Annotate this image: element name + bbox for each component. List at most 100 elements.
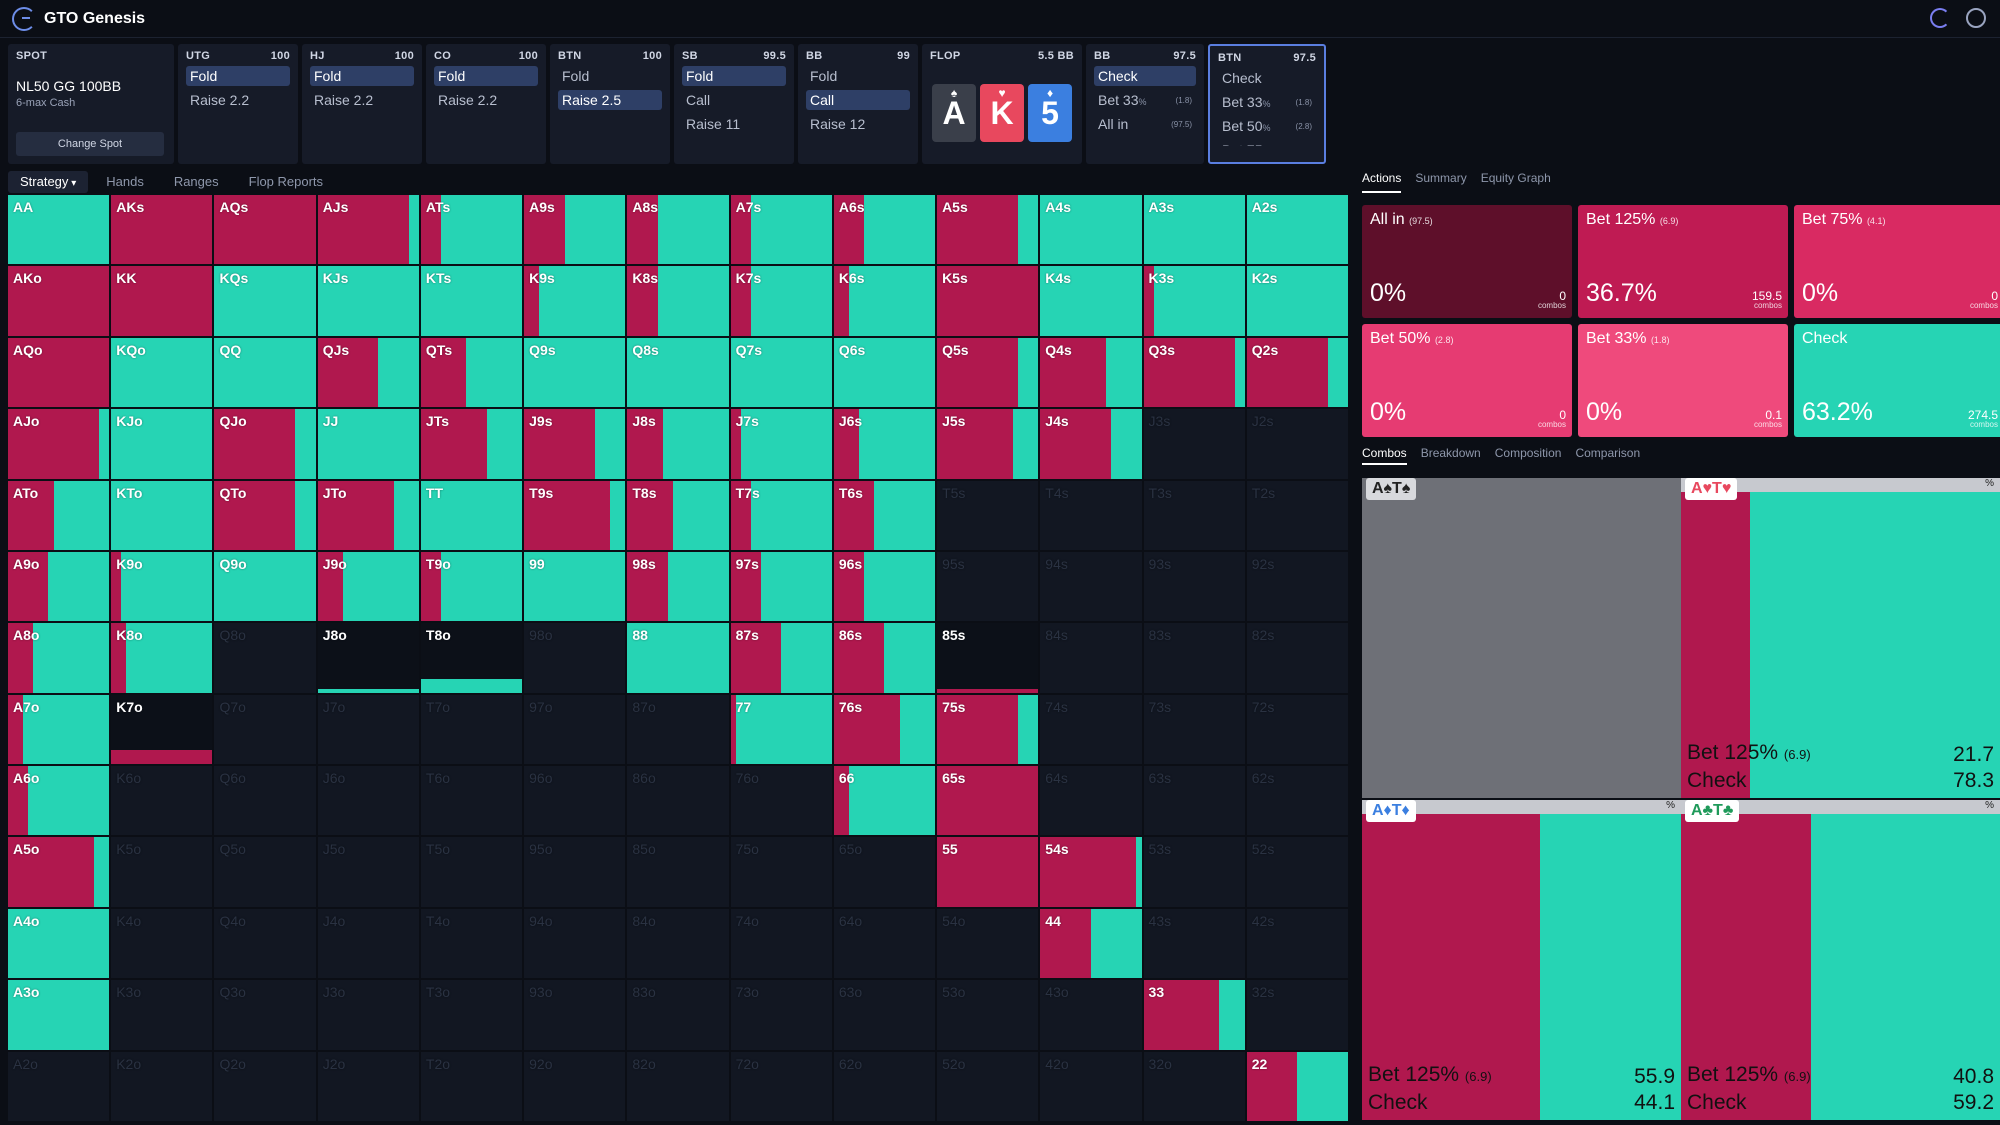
action-option[interactable]: Call — [806, 90, 910, 110]
hand-cell[interactable]: 66 — [833, 766, 936, 836]
hand-cell[interactable]: J7s — [730, 409, 832, 479]
hand-cell[interactable]: K7o — [111, 694, 213, 765]
hand-cell[interactable]: JJ — [317, 409, 419, 479]
bb-action-card[interactable]: BB 97.5 Check Bet 33% (1.8) All in (97.5) — [1086, 44, 1204, 164]
hand-cell[interactable]: A5s — [937, 195, 1039, 265]
hand-cell[interactable]: T6s — [833, 480, 936, 550]
hand-cell[interactable]: JTo — [317, 480, 419, 550]
hand-cell[interactable]: 62o — [833, 1051, 936, 1121]
tab-actions[interactable]: Actions — [1362, 171, 1402, 193]
hand-cell[interactable]: T8o — [420, 623, 523, 693]
action-option[interactable]: Raise 2.2 — [190, 92, 250, 108]
hand-cell[interactable]: JTs — [420, 409, 523, 479]
hand-cell[interactable]: 75s — [937, 694, 1039, 765]
hand-cell[interactable]: K7s — [730, 266, 832, 336]
hand-cell[interactable]: K9o — [111, 551, 213, 622]
hand-cell[interactable]: Q9s — [524, 337, 626, 408]
action-tile[interactable]: All in (97.5) 0% 0 combos — [1362, 205, 1572, 318]
hand-cell[interactable]: Q5s — [937, 337, 1039, 408]
hand-cell[interactable]: K6o — [111, 766, 213, 836]
hand-cell[interactable]: 72o — [730, 1051, 832, 1121]
hand-cell[interactable]: Q4o — [214, 908, 316, 979]
combo-box[interactable]: % Bet 125% (6.9) Check 21.7 78.3 A♥T♥ — [1681, 478, 2000, 798]
hand-cell[interactable]: K3o — [111, 980, 213, 1050]
hand-cell[interactable]: KTs — [420, 266, 523, 336]
position-card-sb[interactable]: SB 99.5 Fold Call Raise 11 — [674, 44, 794, 164]
action-option[interactable]: Fold — [186, 66, 290, 86]
hand-cell[interactable]: 64s — [1040, 766, 1142, 836]
hand-cell[interactable]: A6s — [833, 195, 936, 265]
hand-cell[interactable]: 98o — [524, 623, 626, 693]
hand-cell[interactable]: 87o — [627, 694, 729, 765]
hand-cell[interactable]: 54o — [937, 908, 1039, 979]
hand-cell[interactable]: Q2o — [214, 1051, 316, 1121]
action-option[interactable]: Call — [686, 92, 711, 108]
hand-cell[interactable]: J8s — [627, 409, 729, 479]
action-option[interactable]: Fold — [562, 68, 590, 84]
hand-cell[interactable]: TT — [420, 480, 523, 550]
hand-cell[interactable]: A4s — [1040, 195, 1142, 265]
hand-cell[interactable]: KQs — [214, 266, 316, 336]
hand-cell[interactable]: A8s — [627, 195, 729, 265]
hand-cell[interactable]: A9s — [524, 195, 626, 265]
hand-cell[interactable]: J4o — [317, 908, 419, 979]
hand-cell[interactable]: K9s — [524, 266, 626, 336]
hand-cell[interactable]: 92s — [1246, 551, 1348, 622]
hand-cell[interactable]: K5o — [111, 837, 213, 907]
hand-cell[interactable]: 86s — [833, 623, 936, 693]
hand-cell[interactable]: 55 — [937, 837, 1039, 907]
hand-cell[interactable]: J8o — [317, 623, 419, 693]
hand-cell[interactable]: 77 — [730, 694, 832, 765]
hand-cell[interactable]: A4o — [8, 908, 110, 979]
hand-cell[interactable]: 76s — [833, 694, 936, 765]
hand-cell[interactable]: K8s — [627, 266, 729, 336]
hand-cell[interactable]: J3o — [317, 980, 419, 1050]
hand-cell[interactable]: 83s — [1143, 623, 1245, 693]
hand-cell[interactable]: 65o — [833, 837, 936, 907]
hand-cell[interactable]: 74s — [1040, 694, 1142, 765]
action-tile[interactable]: Bet 75% (4.1) 0% 0 combos — [1794, 205, 2000, 318]
hand-cell[interactable]: 42s — [1246, 908, 1348, 979]
hand-cell[interactable]: 84o — [627, 908, 729, 979]
hand-cell[interactable]: QQ — [214, 337, 316, 408]
action-tile[interactable]: Bet 125% (6.9) 36.7% 159.5 combos — [1578, 205, 1788, 318]
hand-cell[interactable]: 32o — [1143, 1051, 1245, 1121]
hand-cell[interactable]: J5s — [937, 409, 1039, 479]
hand-cell[interactable]: Q9o — [214, 551, 316, 622]
hand-cell[interactable]: 85o — [627, 837, 729, 907]
hand-cell[interactable]: 82s — [1246, 623, 1348, 693]
hand-cell[interactable]: 76o — [730, 766, 832, 836]
change-spot-button[interactable]: Change Spot — [16, 132, 164, 156]
hand-cell[interactable]: KJs — [317, 266, 419, 336]
hand-cell[interactable]: 99 — [524, 551, 626, 622]
hand-cell[interactable]: KTo — [111, 480, 213, 550]
hand-cell[interactable]: K4s — [1040, 266, 1142, 336]
combo-box[interactable]: % Bet 125% (6.9) Check 40.8 59.2 A♣T♣ — [1681, 800, 2000, 1120]
action-option[interactable]: Raise 2.5 — [558, 90, 662, 110]
hand-cell[interactable]: 64o — [833, 908, 936, 979]
action-option[interactable]: Bet 75%(4.1) — [1218, 140, 1316, 146]
action-option[interactable]: Fold — [810, 68, 838, 84]
action-option[interactable]: Raise 2.2 — [314, 92, 374, 108]
hand-cell[interactable]: J2s — [1246, 409, 1348, 479]
hand-cell[interactable]: 86o — [627, 766, 729, 836]
hand-cell[interactable]: A7o — [8, 694, 110, 765]
hand-cell[interactable]: 94s — [1040, 551, 1142, 622]
action-tile[interactable]: Bet 33% (1.8) 0% 0.1 combos — [1578, 324, 1788, 437]
combo-box[interactable]: % Bet 125% (6.9) Check 55.9 44.1 A♦T♦ — [1362, 800, 1681, 1120]
hand-cell[interactable]: J4s — [1040, 409, 1142, 479]
action-option[interactable]: Bet 33% (1.8) — [1218, 92, 1316, 112]
hand-cell[interactable]: K8o — [111, 623, 213, 693]
tab-summary[interactable]: Summary — [1415, 171, 1467, 185]
action-option[interactable]: Check — [1218, 68, 1316, 88]
hand-cell[interactable]: 93s — [1143, 551, 1245, 622]
hand-cell[interactable]: Q4s — [1040, 337, 1142, 408]
hand-cell[interactable]: QTs — [420, 337, 523, 408]
hand-cell[interactable]: J9o — [317, 551, 419, 622]
hand-cell[interactable]: 73o — [730, 980, 832, 1050]
hand-cell[interactable]: K2s — [1246, 266, 1348, 336]
hand-cell[interactable]: J5o — [317, 837, 419, 907]
action-option[interactable]: Fold — [682, 66, 786, 86]
tab-combos[interactable]: Combos — [1362, 446, 1407, 465]
